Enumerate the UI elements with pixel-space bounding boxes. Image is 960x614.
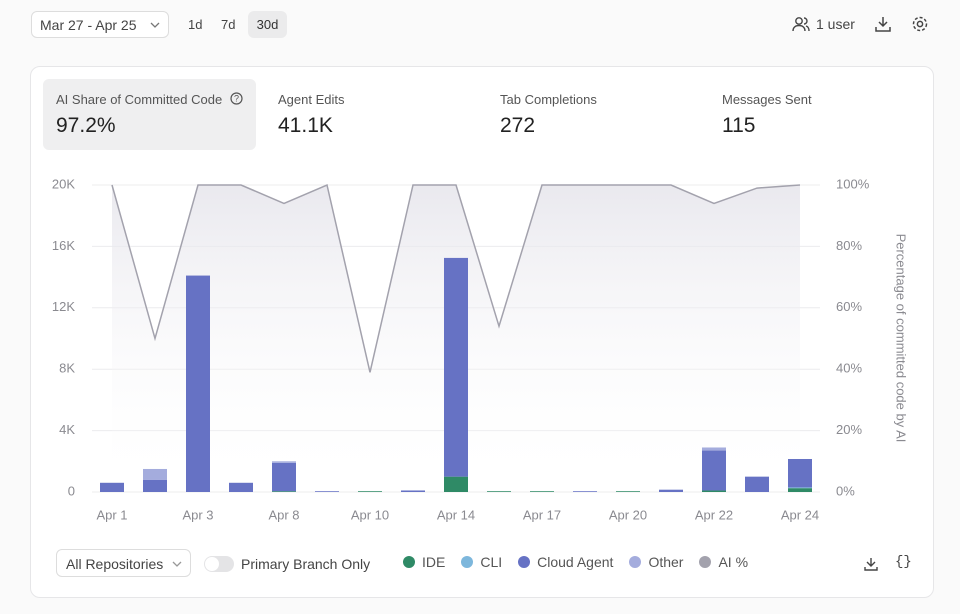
x-tick-label: Apr 8 xyxy=(268,507,299,522)
legend-item[interactable]: IDE xyxy=(403,554,445,570)
legend-swatch xyxy=(518,556,531,568)
x-tick-label: Apr 20 xyxy=(609,507,647,522)
chevron xyxy=(172,561,182,567)
user-count[interactable]: 1 user xyxy=(816,16,855,32)
download-icon[interactable] xyxy=(874,15,892,33)
y2-tick-label: 80% xyxy=(836,238,862,253)
bar-segment xyxy=(272,462,296,492)
bar-segment xyxy=(745,476,769,492)
bar-segment xyxy=(272,461,296,463)
toggle[interactable] xyxy=(204,556,234,572)
bar-segment xyxy=(229,482,253,492)
legend-swatch xyxy=(699,556,712,568)
y2-tick-label: 20% xyxy=(836,422,862,437)
metric-label: Tab Completions xyxy=(500,92,597,107)
x-tick-label: Apr 10 xyxy=(351,507,389,522)
metric-label: Agent Edits xyxy=(278,92,345,107)
legend-label: Other xyxy=(648,554,684,570)
legend-item[interactable]: Cloud Agent xyxy=(518,554,613,570)
bar-segment xyxy=(444,476,468,492)
legend-label: CLI xyxy=(480,554,503,570)
legend-swatch xyxy=(629,556,642,568)
bar-segment xyxy=(659,489,683,492)
bar-segment xyxy=(487,491,511,492)
y2-axis-title: Percentage of committed code by AI xyxy=(894,234,909,443)
legend-label: Cloud Agent xyxy=(537,554,614,570)
bar-segment xyxy=(272,491,296,492)
range-button[interactable]: 7d xyxy=(221,17,236,32)
y-tick-label: 20K xyxy=(52,176,75,191)
x-tick-label: Apr 3 xyxy=(182,507,213,522)
settings-icon[interactable] xyxy=(911,15,929,33)
legend-item[interactable]: AI % xyxy=(699,554,748,570)
metric-label: AI Share of Committed Code xyxy=(56,92,223,107)
svg-text:?: ? xyxy=(234,93,239,103)
y-tick-label: 0 xyxy=(68,483,75,498)
download-icon[interactable] xyxy=(863,556,879,572)
legend-item[interactable]: CLI xyxy=(461,554,502,570)
info-icon: ? xyxy=(230,92,243,105)
metric-value: 272 xyxy=(500,114,536,137)
ai-share-line xyxy=(111,183,801,373)
bar-segment xyxy=(143,468,167,480)
bar-segment xyxy=(530,491,554,492)
bar-segment xyxy=(702,447,726,451)
date-range: Mar 27 - Apr 25 xyxy=(40,17,137,33)
bar-segment xyxy=(573,491,597,492)
metric-value: 97.2% xyxy=(56,114,116,137)
chevron xyxy=(150,22,160,28)
bar-segment xyxy=(401,490,425,492)
bar-segment xyxy=(788,488,812,492)
legend-swatch xyxy=(461,556,474,568)
bar-segment xyxy=(788,458,812,488)
legend-label: IDE xyxy=(422,554,446,570)
bar-segment xyxy=(186,275,210,492)
json-icon[interactable]: {} xyxy=(895,554,912,570)
bar-segment xyxy=(702,490,726,492)
y2-tick-label: 100% xyxy=(836,176,870,191)
y2-tick-label: 40% xyxy=(836,361,862,376)
bar-segment xyxy=(702,450,726,491)
legend-swatch xyxy=(403,556,415,568)
range-button[interactable]: 1d xyxy=(188,17,203,32)
y-tick-label: 16K xyxy=(52,238,75,253)
metric-label: Messages Sent xyxy=(722,92,812,107)
bar-segment xyxy=(616,491,640,492)
repo-select[interactable]: All Repositories xyxy=(56,549,191,577)
legend: IDE CLI Cloud Agent Other AI % xyxy=(403,554,748,570)
bar-segment xyxy=(444,257,468,477)
metric-value: 115 xyxy=(722,114,756,137)
toggle-label: Primary Branch Only xyxy=(241,556,371,572)
legend-label: AI % xyxy=(718,554,749,570)
bar-segment xyxy=(100,482,124,492)
repo-select-label: All Repositories xyxy=(66,556,164,572)
bar-segment xyxy=(358,491,382,492)
x-tick-label: Apr 1 xyxy=(96,507,127,522)
x-tick-label: Apr 14 xyxy=(437,507,475,522)
x-tick-label: Apr 24 xyxy=(781,507,819,522)
metric-selected-bg[interactable] xyxy=(43,79,256,150)
x-tick-label: Apr 22 xyxy=(695,507,733,522)
bar-segment xyxy=(315,491,339,492)
bar-segment xyxy=(143,479,167,492)
y-tick-label: 8K xyxy=(59,361,75,376)
range-button-selected[interactable]: 30d xyxy=(248,11,287,38)
users-icon xyxy=(792,17,810,32)
x-tick-label: Apr 17 xyxy=(523,507,561,522)
bar-segment xyxy=(788,487,812,489)
metric-value: 41.1K xyxy=(278,114,333,137)
y2-tick-label: 60% xyxy=(836,299,862,314)
y-tick-label: 12K xyxy=(52,299,75,314)
legend-item[interactable]: Other xyxy=(629,554,683,570)
y2-tick-label: 0% xyxy=(836,483,855,498)
date-range-picker[interactable]: Mar 27 - Apr 25 xyxy=(31,11,169,38)
y-tick-label: 4K xyxy=(59,422,75,437)
